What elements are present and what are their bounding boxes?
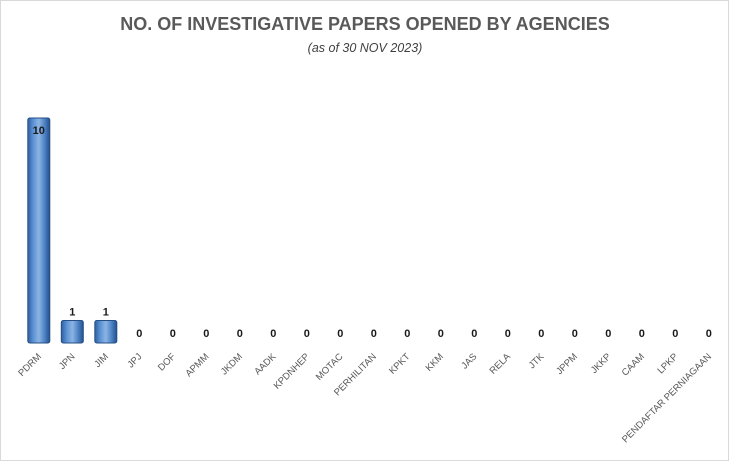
- x-tick-jkkp: JKKP: [589, 351, 614, 376]
- data-label-pendaftar-perniagaan: 0: [706, 328, 712, 340]
- data-labels-layer: 101 10 0 0 0 0 0 0 0 0 0 0 0 0 0 0 0 0 0: [33, 125, 712, 340]
- x-tick-jpj: JPJ: [125, 351, 144, 370]
- x-tick-jas: JAS: [459, 351, 479, 371]
- x-tick-jkdm: JKDM: [219, 351, 245, 377]
- x-tick-apmm: APMM: [183, 351, 211, 379]
- data-label-jim: 1: [103, 307, 109, 319]
- chart-subtitle: (as of 30 NOV 2023): [308, 41, 423, 55]
- data-label-kkm: 0: [438, 328, 444, 340]
- data-label-perhilitan: 0: [371, 328, 377, 340]
- x-tick-kpkt: KPKT: [387, 351, 412, 376]
- x-tick-jtk: JTK: [527, 351, 547, 371]
- data-label-rela: 0: [505, 328, 511, 340]
- x-tick-kpdnhep: KPDNHEP: [272, 351, 312, 391]
- chart-title: NO. OF INVESTIGATIVE PAPERS OPENED BY AG…: [120, 14, 609, 34]
- data-label-apmm: 0: [203, 328, 209, 340]
- x-tick-motac: MOTAC: [314, 351, 346, 383]
- data-label-kpkt: 0: [404, 328, 410, 340]
- data-label-dof: 0: [170, 328, 176, 340]
- data-label-jpj: 0: [136, 328, 142, 340]
- data-label-jas: 0: [471, 328, 477, 340]
- data-label-pdrm: 10: [33, 125, 45, 137]
- data-label-jkdm: 0: [237, 328, 243, 340]
- data-label-kpdnhep: 0: [304, 328, 310, 340]
- data-label-jpn: 1: [69, 307, 75, 319]
- data-label-jkkp: 0: [605, 328, 611, 340]
- data-label-caam: 0: [639, 328, 645, 340]
- data-label-motac: 0: [337, 328, 343, 340]
- bars-layer: [27, 117, 118, 344]
- x-tick-jpn: JPN: [57, 351, 78, 372]
- x-tick-dof: DOF: [156, 351, 178, 373]
- x-tick-pdrm: PDRM: [16, 351, 44, 379]
- x-tick-aadk: AADK: [252, 351, 279, 378]
- bar-jim: [94, 320, 118, 344]
- x-tick-lpkp: LPKP: [655, 351, 680, 376]
- data-label-jppm: 0: [572, 328, 578, 340]
- bar-pdrm: [27, 117, 51, 344]
- data-label-jtk: 0: [538, 328, 544, 340]
- x-tick-jim: JIM: [92, 351, 111, 370]
- data-label-aadk: 0: [270, 328, 276, 340]
- x-tick-kkm: KKM: [424, 351, 446, 373]
- data-label-lpkp: 0: [672, 328, 678, 340]
- x-tick-jppm: JPPM: [554, 351, 580, 377]
- bar-jpn: [60, 320, 84, 344]
- x-tick-caam: CAAM: [620, 351, 647, 378]
- x-tick-rela: RELA: [488, 351, 514, 377]
